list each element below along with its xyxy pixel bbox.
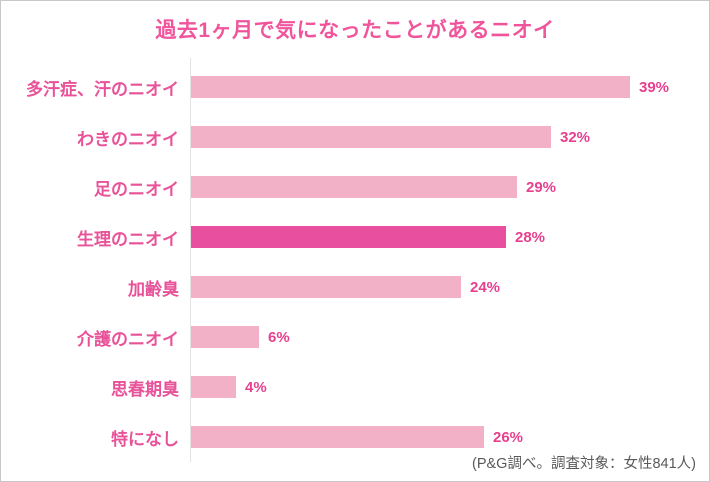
bar-label: 足のニオイ [94,179,179,199]
chart-rows: 多汗症、汗のニオイ 39% わきのニオイ 32% 足のニオイ 29% 生理のニオイ 28% 加齢… [1,62,709,462]
chart-row: 介護のニオイ 6% [1,312,709,362]
bar-area: 24% [191,276,709,298]
bar [191,126,551,148]
bar-label: 思春期臭 [111,379,179,399]
bar-value: 6% [268,328,290,346]
chart-row: 加齢臭 24% [1,262,709,312]
bar-area: 6% [191,326,709,348]
chart-row: 思春期臭 4% [1,362,709,412]
bar-label: わきのニオイ [77,129,179,149]
bar [191,376,236,398]
chart-row: 特になし 26% [1,412,709,462]
bar [191,276,461,298]
bar [191,426,484,448]
bar-value: 4% [245,378,267,396]
bar-area: 32% [191,126,709,148]
bar-area: 4% [191,376,709,398]
bar-value: 39% [639,78,670,96]
bar [191,326,259,348]
chart-row: 多汗症、汗のニオイ 39% [1,62,709,112]
bar-area: 29% [191,176,709,198]
bar-value: 26% [493,428,524,446]
bar-value: 28% [515,228,546,246]
bar-chart: 多汗症、汗のニオイ 39% わきのニオイ 32% 足のニオイ 29% 生理のニオイ 28% 加齢… [1,58,709,462]
bar-label: 介護のニオイ [77,329,179,349]
y-axis-line [190,58,191,462]
bar-highlighted [191,226,506,248]
bar [191,76,630,98]
chart-row: 足のニオイ 29% [1,162,709,212]
bar-label: 多汗症、汗のニオイ [26,79,179,99]
bar-value: 29% [526,178,557,196]
chart-row: 生理のニオイ 28% [1,212,709,262]
source-note: (P&G調べ。調査対象：女性841人) [472,456,696,472]
bar-area: 39% [191,76,709,98]
bar-area: 28% [191,226,709,248]
chart-title: 過去1ヶ月で気になったことがあるニオイ [155,19,555,42]
bar-area: 26% [191,426,709,448]
chart-row: わきのニオイ 32% [1,112,709,162]
bar-label: 特になし [111,429,179,449]
bar-value: 32% [560,128,591,146]
bar-label: 加齢臭 [128,279,179,299]
bar [191,176,517,198]
bar-label: 生理のニオイ [77,229,179,249]
bar-value: 24% [470,278,501,296]
